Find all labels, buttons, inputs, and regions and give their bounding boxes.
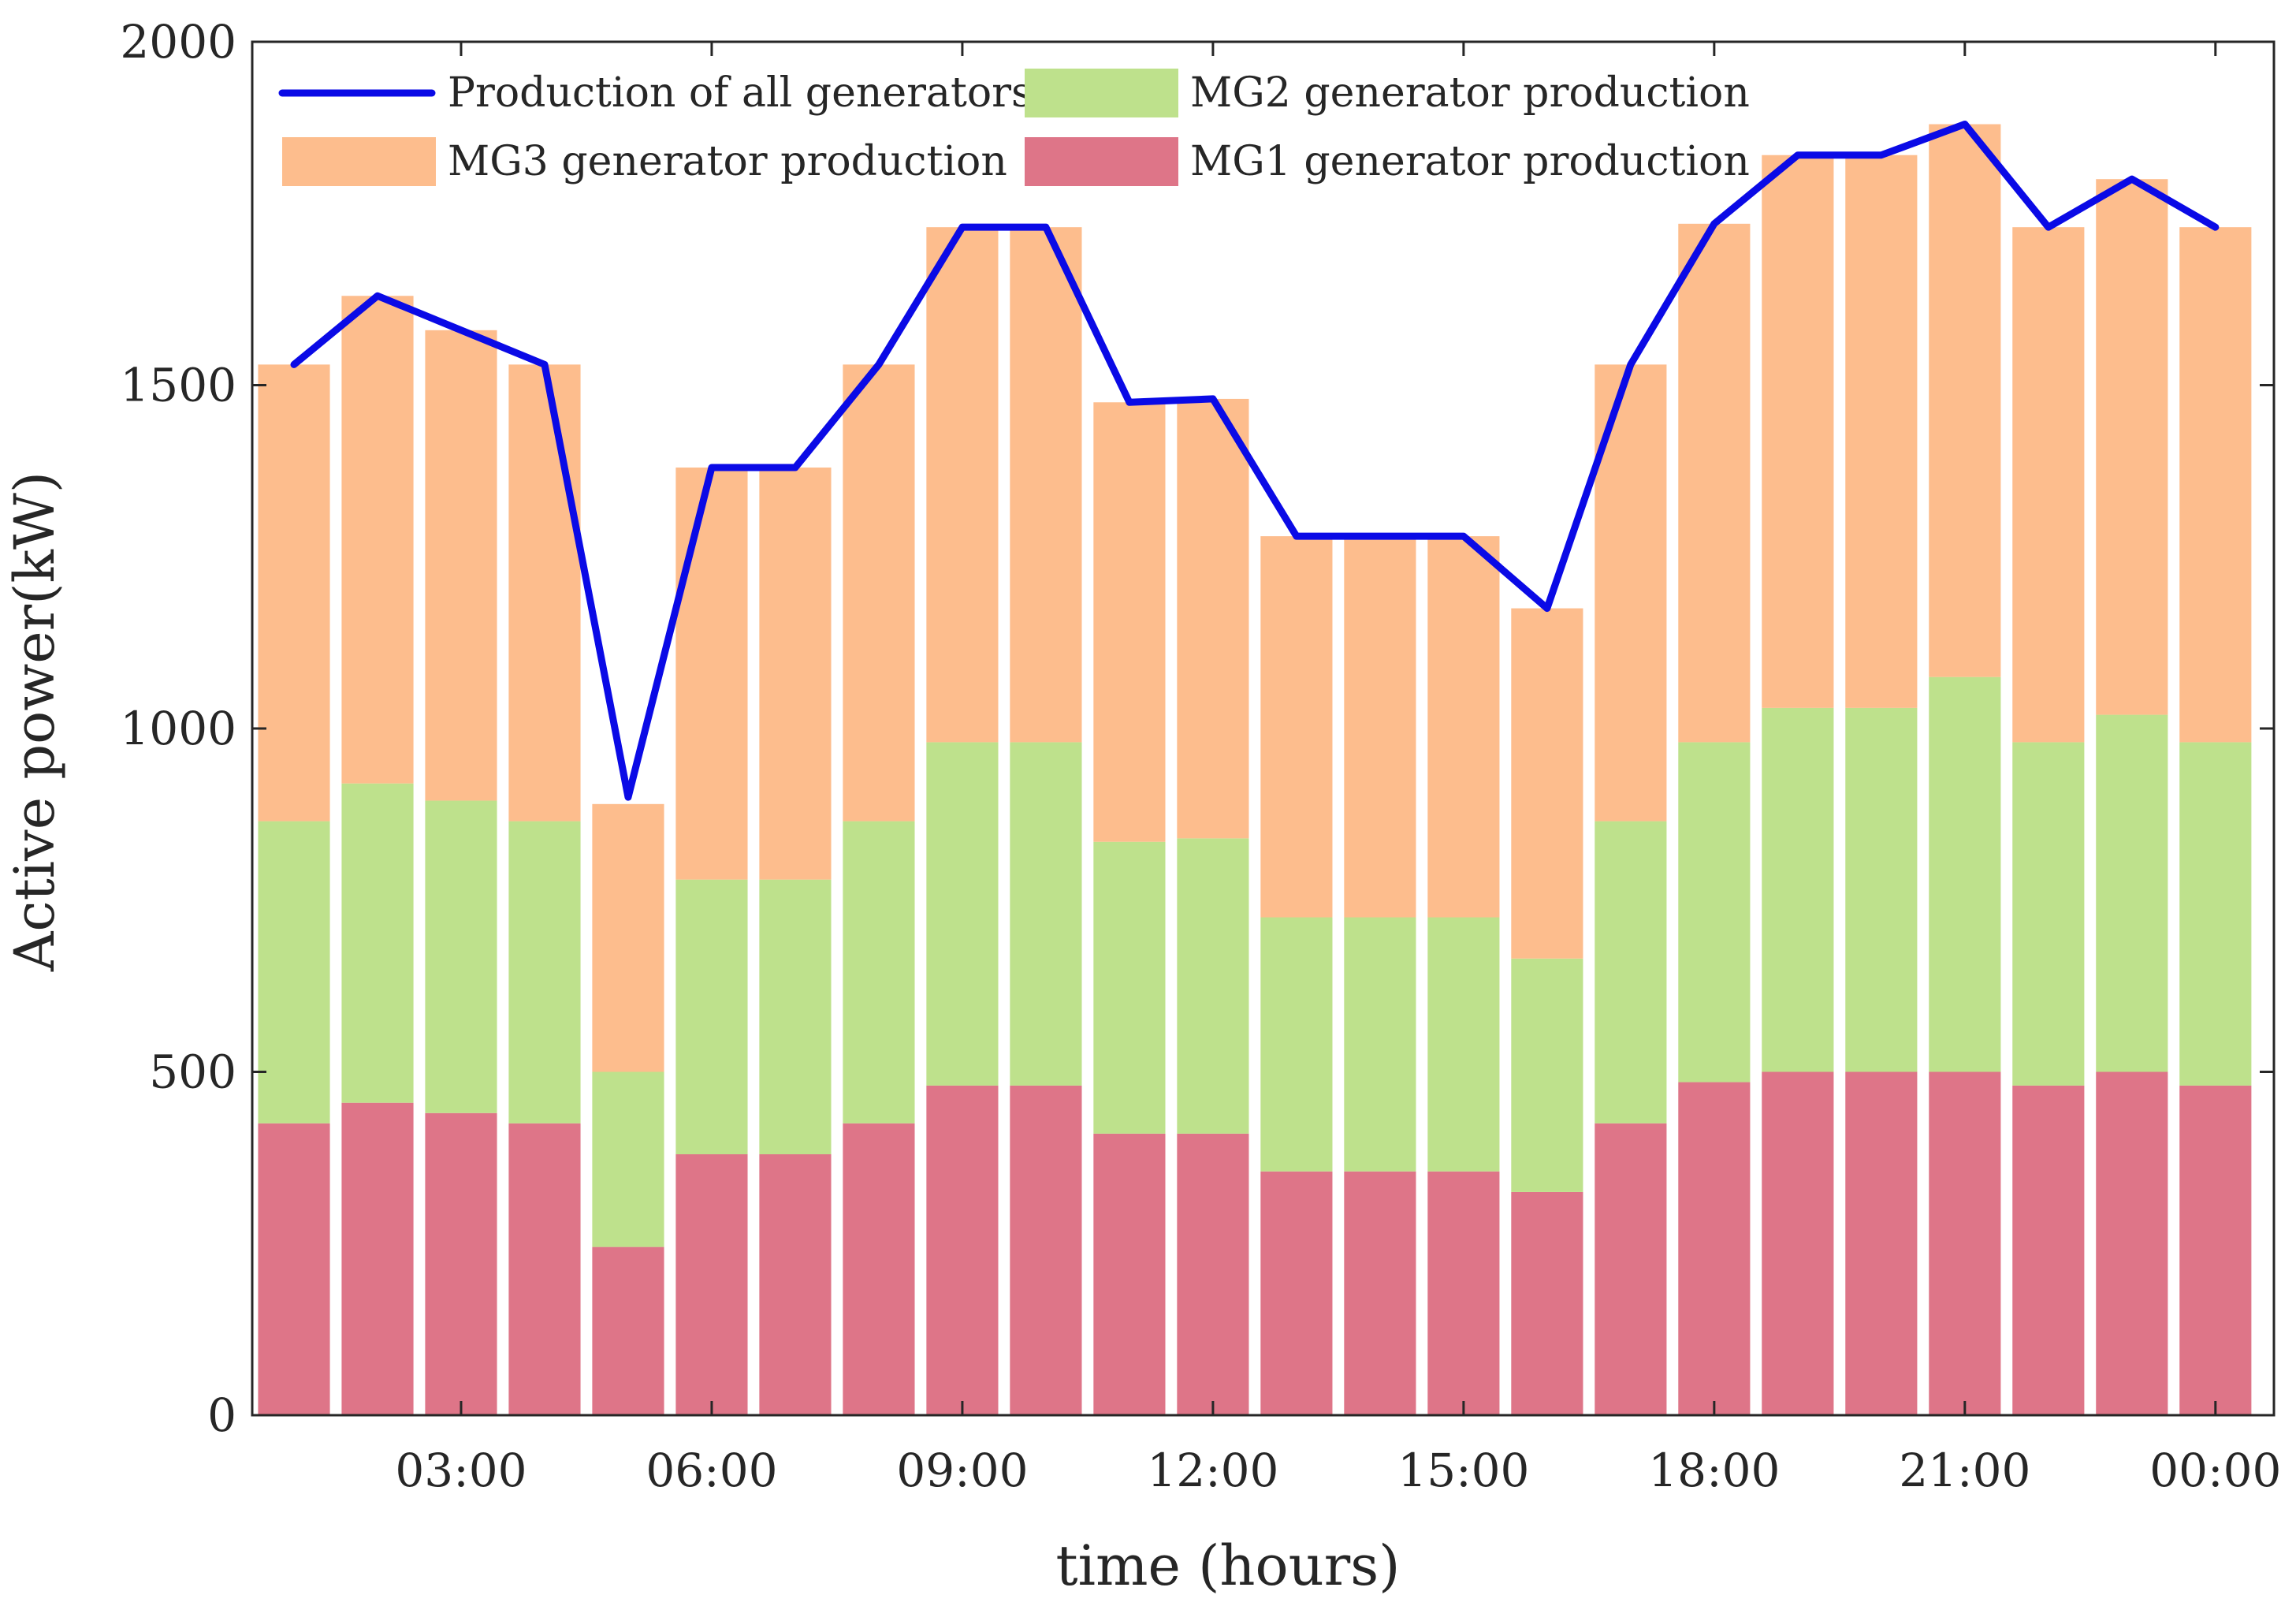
bar-mg3-generator-production-16	[1511, 608, 1583, 959]
x-tick-label: 00:00	[2149, 1444, 2281, 1497]
bar-mg1-generator-production-21	[1929, 1071, 2001, 1415]
legend-swatch	[1025, 137, 1178, 186]
line-production-of-all-generators	[290, 121, 2220, 801]
bar-mg2-generator-production-21	[1929, 676, 2001, 1072]
x-tick-label: 12:00	[1147, 1444, 1278, 1497]
bar-mg1-generator-production-18	[1678, 1082, 1751, 1415]
legend-entry-mg2-generator-production: MG2 generator production	[1025, 69, 1750, 117]
bar-mg1-generator-production-8	[843, 1123, 915, 1415]
bar-mg2-generator-production-14	[1344, 917, 1416, 1172]
bar-mg2-generator-production-1	[258, 821, 330, 1123]
legend-label: Production of all generators	[448, 69, 1033, 117]
x-tick-label: 06:00	[646, 1444, 777, 1497]
legend-label: MG1 generator production	[1190, 138, 1750, 185]
bar-mg2-generator-production-23	[2096, 714, 2168, 1072]
bar-mg1-generator-production-19	[1762, 1071, 1834, 1415]
bar-mg1-generator-production-9	[926, 1085, 999, 1415]
legend-entry-mg1-generator-production: MG1 generator production	[1025, 137, 1750, 186]
bar-mg3-generator-production-6	[675, 468, 748, 880]
bar-mg2-generator-production-13	[1260, 917, 1333, 1172]
bar-mg3-generator-production-19	[1762, 155, 1834, 708]
x-tick-label: 03:00	[395, 1444, 527, 1497]
bar-mg1-generator-production-1	[258, 1123, 330, 1415]
bar-mg1-generator-production-20	[1845, 1071, 1918, 1415]
bar-mg1-generator-production-2	[341, 1102, 414, 1415]
x-axis-label: time (hours)	[1056, 1533, 1401, 1598]
bar-mg3-generator-production-9	[926, 227, 999, 743]
legend-entry-production-of-all-generators: Production of all generators	[278, 69, 1033, 117]
bar-mg2-generator-production-17	[1595, 821, 1667, 1123]
bar-mg1-generator-production-15	[1427, 1171, 1500, 1415]
bar-mg3-generator-production-21	[1929, 124, 2001, 677]
y-tick-label: 500	[149, 1045, 236, 1099]
bar-mg2-generator-production-8	[843, 821, 915, 1123]
bar-mg3-generator-production-5	[592, 803, 664, 1072]
bar-mg1-generator-production-11	[1093, 1133, 1166, 1415]
bar-mg1-generator-production-23	[2096, 1071, 2168, 1415]
bar-mg3-generator-production-23	[2096, 179, 2168, 715]
bar-mg2-generator-production-19	[1762, 707, 1834, 1072]
legend-swatch	[282, 137, 436, 186]
bar-mg3-generator-production-11	[1093, 402, 1166, 842]
bar-mg3-generator-production-4	[508, 364, 581, 822]
bar-mg3-generator-production-13	[1260, 536, 1333, 918]
x-tick-label: 09:00	[896, 1444, 1028, 1497]
bar-mg2-generator-production-24	[2179, 742, 2252, 1086]
bar-mg1-generator-production-17	[1595, 1123, 1667, 1415]
bar-mg2-generator-production-9	[926, 742, 999, 1086]
bar-mg1-generator-production-12	[1177, 1133, 1249, 1415]
bar-mg3-generator-production-22	[2012, 227, 2085, 743]
bar-mg1-generator-production-4	[508, 1123, 581, 1415]
bar-mg1-generator-production-14	[1344, 1171, 1416, 1415]
x-tick-label: 15:00	[1397, 1444, 1529, 1497]
bar-mg3-generator-production-8	[843, 364, 915, 822]
bar-mg2-generator-production-15	[1427, 917, 1500, 1172]
bar-mg1-generator-production-10	[1010, 1085, 1082, 1415]
bar-mg3-generator-production-24	[2179, 227, 2252, 743]
bar-mg2-generator-production-10	[1010, 742, 1082, 1086]
y-tick-label: 1500	[120, 359, 236, 412]
bar-mg2-generator-production-7	[759, 879, 832, 1155]
bar-mg2-generator-production-12	[1177, 838, 1249, 1134]
bar-mg1-generator-production-16	[1511, 1191, 1583, 1415]
bar-mg2-generator-production-6	[675, 879, 748, 1155]
y-axis-label: Active power(kW)	[2, 471, 67, 972]
bar-mg2-generator-production-5	[592, 1071, 664, 1247]
bar-mg3-generator-production-18	[1678, 223, 1751, 743]
y-tick-label: 1000	[120, 702, 236, 755]
bar-mg2-generator-production-22	[2012, 742, 2085, 1086]
bar-mg3-generator-production-7	[759, 468, 832, 880]
bar-mg3-generator-production-3	[425, 330, 497, 801]
bar-mg3-generator-production-1	[258, 364, 330, 822]
legend-swatch	[1025, 69, 1178, 117]
bar-mg2-generator-production-3	[425, 800, 497, 1113]
y-tick-label: 2000	[120, 15, 236, 69]
bar-mg1-generator-production-5	[592, 1246, 664, 1415]
bar-mg2-generator-production-2	[341, 783, 414, 1103]
bar-mg3-generator-production-2	[341, 296, 414, 784]
legend-entry-mg3-generator-production: MG3 generator production	[282, 137, 1007, 186]
bar-mg3-generator-production-10	[1010, 227, 1082, 743]
bar-mg3-generator-production-15	[1427, 536, 1500, 918]
x-tick-label: 21:00	[1899, 1444, 2030, 1497]
bar-mg1-generator-production-3	[425, 1112, 497, 1415]
bar-mg1-generator-production-24	[2179, 1085, 2252, 1415]
legend-label: MG3 generator production	[448, 138, 1007, 185]
legend-label: MG2 generator production	[1190, 69, 1750, 117]
bar-mg3-generator-production-20	[1845, 155, 1918, 708]
bar-mg1-generator-production-7	[759, 1154, 832, 1415]
bar-mg1-generator-production-6	[675, 1154, 748, 1415]
bar-mg3-generator-production-14	[1344, 536, 1416, 918]
bar-mg1-generator-production-13	[1260, 1171, 1333, 1415]
bar-mg2-generator-production-4	[508, 821, 581, 1123]
bar-mg2-generator-production-11	[1093, 841, 1166, 1134]
y-tick-label: 0	[207, 1388, 236, 1442]
bar-mg2-generator-production-16	[1511, 958, 1583, 1192]
x-tick-label: 18:00	[1648, 1444, 1780, 1497]
bar-mg2-generator-production-20	[1845, 707, 1918, 1072]
bar-mg2-generator-production-18	[1678, 742, 1751, 1082]
bar-mg1-generator-production-22	[2012, 1085, 2085, 1415]
bar-mg3-generator-production-12	[1177, 398, 1249, 839]
